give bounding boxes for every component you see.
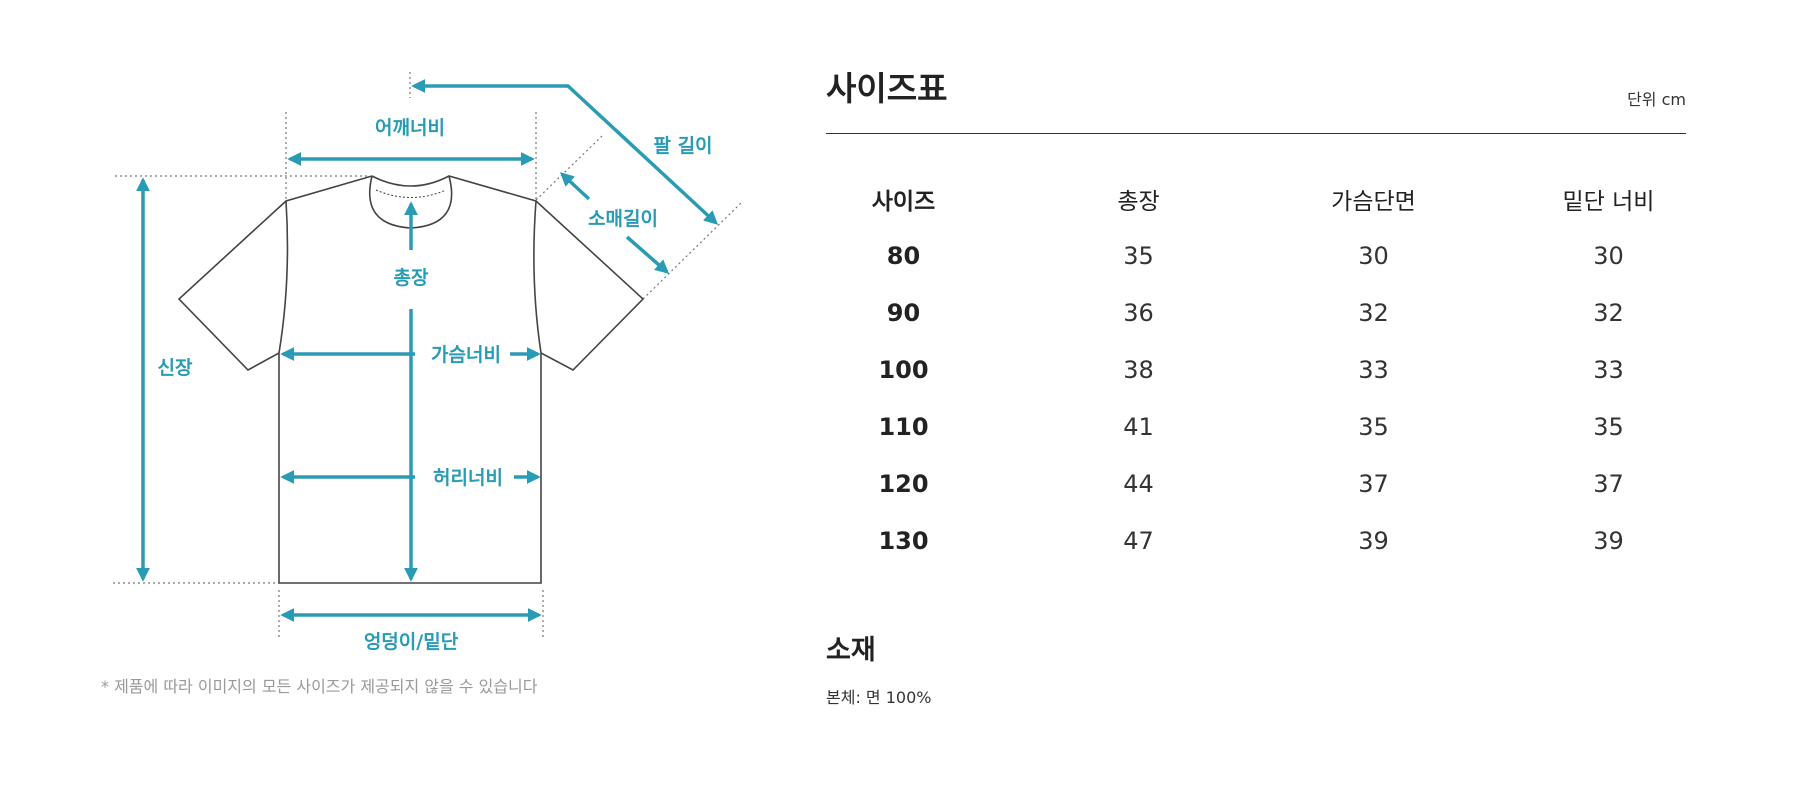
table-row: 80 35 30 30: [786, 227, 1726, 284]
table-row: 100 38 33 33: [786, 341, 1726, 398]
label-height: 신장: [158, 357, 193, 379]
cell-size: 80: [886, 241, 921, 270]
header-hem: 밑단 너비: [1562, 188, 1655, 215]
cell-total-length: 41: [1123, 412, 1154, 441]
label-shoulder-width: 어깨너비: [375, 117, 445, 139]
cell-hem: 32: [1593, 298, 1624, 327]
cell-chest: 39: [1358, 526, 1389, 555]
header-size: 사이즈: [871, 188, 936, 215]
size-table: 사이즈 총장 가슴단면 밑단 너비 80 35 30 30 90 36 32 32 100 38 3…: [786, 170, 1726, 569]
cell-total-length: 44: [1123, 469, 1154, 498]
cell-size: 90: [886, 298, 921, 327]
material-text: 본체: 면 100%: [826, 688, 932, 707]
cell-hem: 39: [1593, 526, 1624, 555]
diagram-footnote: * 제품에 따라 이미지의 모든 사이즈가 제공되지 않을 수 있습니다: [101, 677, 538, 696]
header-total-length: 총장: [1117, 188, 1160, 215]
label-hem-width: 엉덩이/밑단: [364, 631, 459, 653]
material-title: 소재: [826, 635, 876, 666]
title-divider: [826, 133, 1686, 134]
cell-total-length: 35: [1123, 241, 1154, 270]
table-row: 90 36 32 32: [786, 284, 1726, 341]
cell-size: 100: [878, 355, 929, 384]
unit-label: 단위 cm: [1627, 90, 1686, 109]
cell-size: 120: [878, 469, 929, 498]
cell-size: 110: [878, 412, 929, 441]
table-row: 120 44 37 37: [786, 455, 1726, 512]
cell-total-length: 38: [1123, 355, 1154, 384]
header-chest: 가슴단면: [1331, 188, 1416, 215]
table-header-row: 사이즈 총장 가슴단면 밑단 너비: [786, 170, 1726, 227]
cell-chest: 33: [1358, 355, 1389, 384]
table-row: 110 41 35 35: [786, 398, 1726, 455]
cell-chest: 35: [1358, 412, 1389, 441]
label-arm-length: 팔 길이: [653, 135, 712, 157]
arm-length-arrow: [411, 79, 719, 225]
table-row: 130 47 39 39: [786, 512, 1726, 569]
label-total-length: 총장: [394, 267, 429, 289]
label-chest-width: 가슴너비: [431, 344, 501, 366]
measurement-arrows: [136, 79, 719, 622]
cell-total-length: 36: [1123, 298, 1154, 327]
label-sleeve-length: 소매길이: [588, 208, 658, 230]
cell-chest: 37: [1358, 469, 1389, 498]
cell-hem: 33: [1593, 355, 1624, 384]
tshirt-measurement-diagram: 어깨너비 팔 길이 소매길이 총장 신장 가슴너비 허리너비 엉덩이/밑단: [113, 72, 743, 653]
cell-hem: 30: [1593, 241, 1624, 270]
label-waist-width: 허리너비: [433, 467, 503, 489]
cell-hem: 37: [1593, 469, 1624, 498]
cell-chest: 32: [1358, 298, 1389, 327]
cell-total-length: 47: [1123, 526, 1154, 555]
cell-size: 130: [878, 526, 929, 555]
cell-hem: 35: [1593, 412, 1624, 441]
cell-chest: 30: [1358, 241, 1389, 270]
size-chart-title: 사이즈표: [826, 69, 948, 108]
